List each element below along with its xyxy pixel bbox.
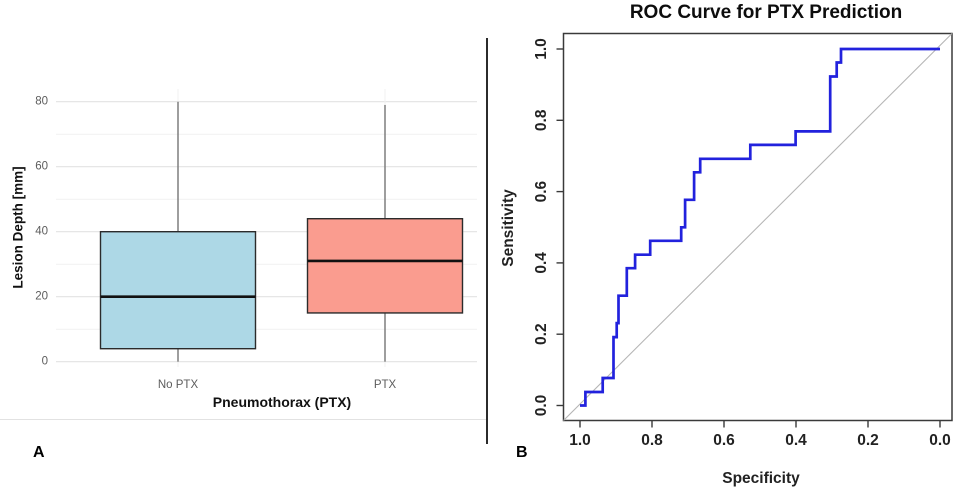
roc-plot-box xyxy=(562,32,953,422)
roc-x-tick-label: 0.6 xyxy=(713,432,735,449)
panel-divider-line xyxy=(486,38,488,444)
roc-y-axis-title: Sensitivity xyxy=(500,189,517,267)
roc-x-tick-label: 1.0 xyxy=(569,432,591,449)
boxplot-y-tick-label: 40 xyxy=(35,226,48,238)
boxplot-x-axis-title: Pneumothorax (PTX) xyxy=(212,394,352,410)
boxplot-y-tick-label: 60 xyxy=(35,161,48,173)
boxplot-y-tick-label: 80 xyxy=(35,96,48,108)
panel-a-label: A xyxy=(33,444,45,461)
roc-x-tick-label: 0.4 xyxy=(785,432,807,449)
roc-x-tick-label: 0.0 xyxy=(929,432,951,449)
boxplot-y-axis-title: Lesion Depth [mm] xyxy=(10,166,26,289)
boxplot-box-ptx xyxy=(306,217,464,314)
roc-y-tick-label: 0.4 xyxy=(533,252,550,274)
roc-reference-diagonal xyxy=(563,33,953,421)
roc-y-tick-label: 1.0 xyxy=(533,38,550,60)
boxplot-category-label: PTX xyxy=(374,379,397,391)
roc-y-tick-label: 0.0 xyxy=(533,395,550,417)
roc-y-tick-label: 0.6 xyxy=(533,180,550,202)
roc-y-tick-label: 0.2 xyxy=(533,323,550,345)
roc-x-tick-label: 0.8 xyxy=(641,432,663,449)
boxplot-y-tick-label: 20 xyxy=(35,291,48,303)
boxplot-y-tick-label: 0 xyxy=(42,356,48,368)
roc-chart-title: ROC Curve for PTX Prediction xyxy=(629,2,903,23)
roc-x-tick-label: 0.2 xyxy=(857,432,879,449)
panel-b-label: B xyxy=(516,444,528,461)
roc-y-tick-label: 0.8 xyxy=(533,109,550,131)
roc-curve-path xyxy=(580,47,940,407)
boxplot-category-label: No PTX xyxy=(158,379,199,391)
roc-x-axis-title: Specificity xyxy=(722,470,800,487)
boxplot-box-no-ptx xyxy=(99,230,257,350)
panel-a-baseline-rule xyxy=(0,419,486,420)
